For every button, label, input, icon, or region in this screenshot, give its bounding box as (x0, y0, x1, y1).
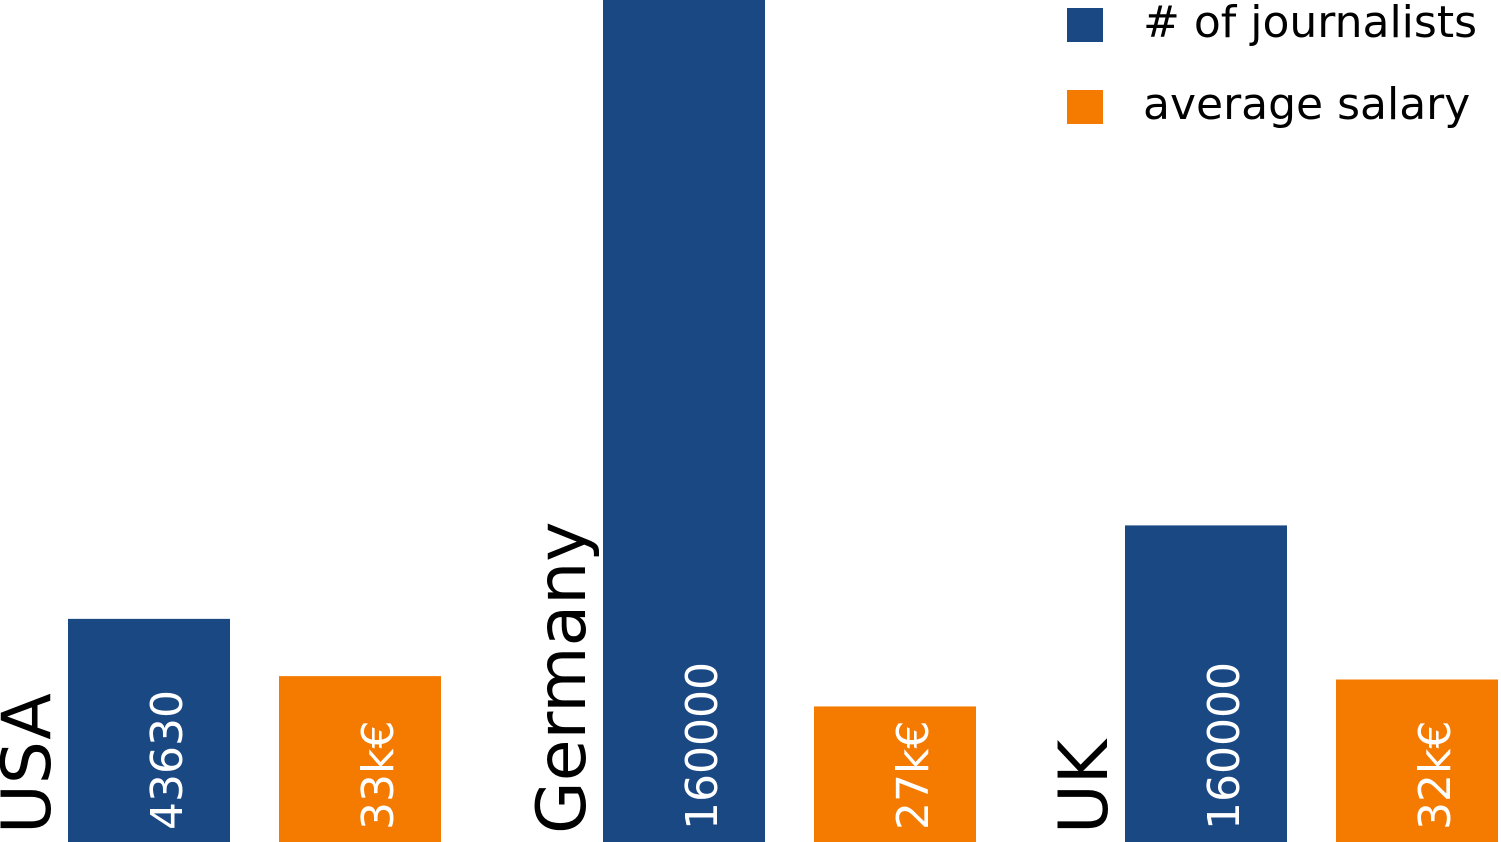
category-label-usa: USA (0, 693, 67, 834)
bar-germany-journalists (603, 0, 765, 842)
value-label-usa-salary: 33k€ (353, 721, 404, 830)
bar-uk-journalists (1125, 525, 1287, 842)
legend-label-journalists: # of journalists (1143, 0, 1477, 48)
legend: # of journalists average salary (1067, 0, 1477, 130)
value-label-uk-journalists: 160000 (1199, 662, 1250, 830)
value-label-germany-journalists: 160000 (677, 662, 728, 830)
legend-swatch-journalists (1067, 8, 1103, 42)
bar-uk-salary (1336, 679, 1498, 842)
value-label-uk-salary: 32k€ (1410, 721, 1461, 830)
bar-usa-journalists (68, 618, 230, 842)
category-label-germany: Germany (523, 521, 602, 834)
value-label-germany-salary: 27k€ (888, 721, 939, 830)
bar-usa-salary (279, 676, 441, 842)
legend-label-salary: average salary (1143, 79, 1470, 130)
value-label-usa-journalists: 43630 (142, 690, 193, 830)
category-label-uk: UK (1045, 737, 1124, 834)
bars (68, 0, 1498, 842)
labels: USA 43630 33k€ Germany 160000 27k€ UK 160000 32k… (0, 521, 1461, 834)
legend-swatch-salary (1067, 90, 1103, 124)
bar-germany-salary (814, 706, 976, 842)
